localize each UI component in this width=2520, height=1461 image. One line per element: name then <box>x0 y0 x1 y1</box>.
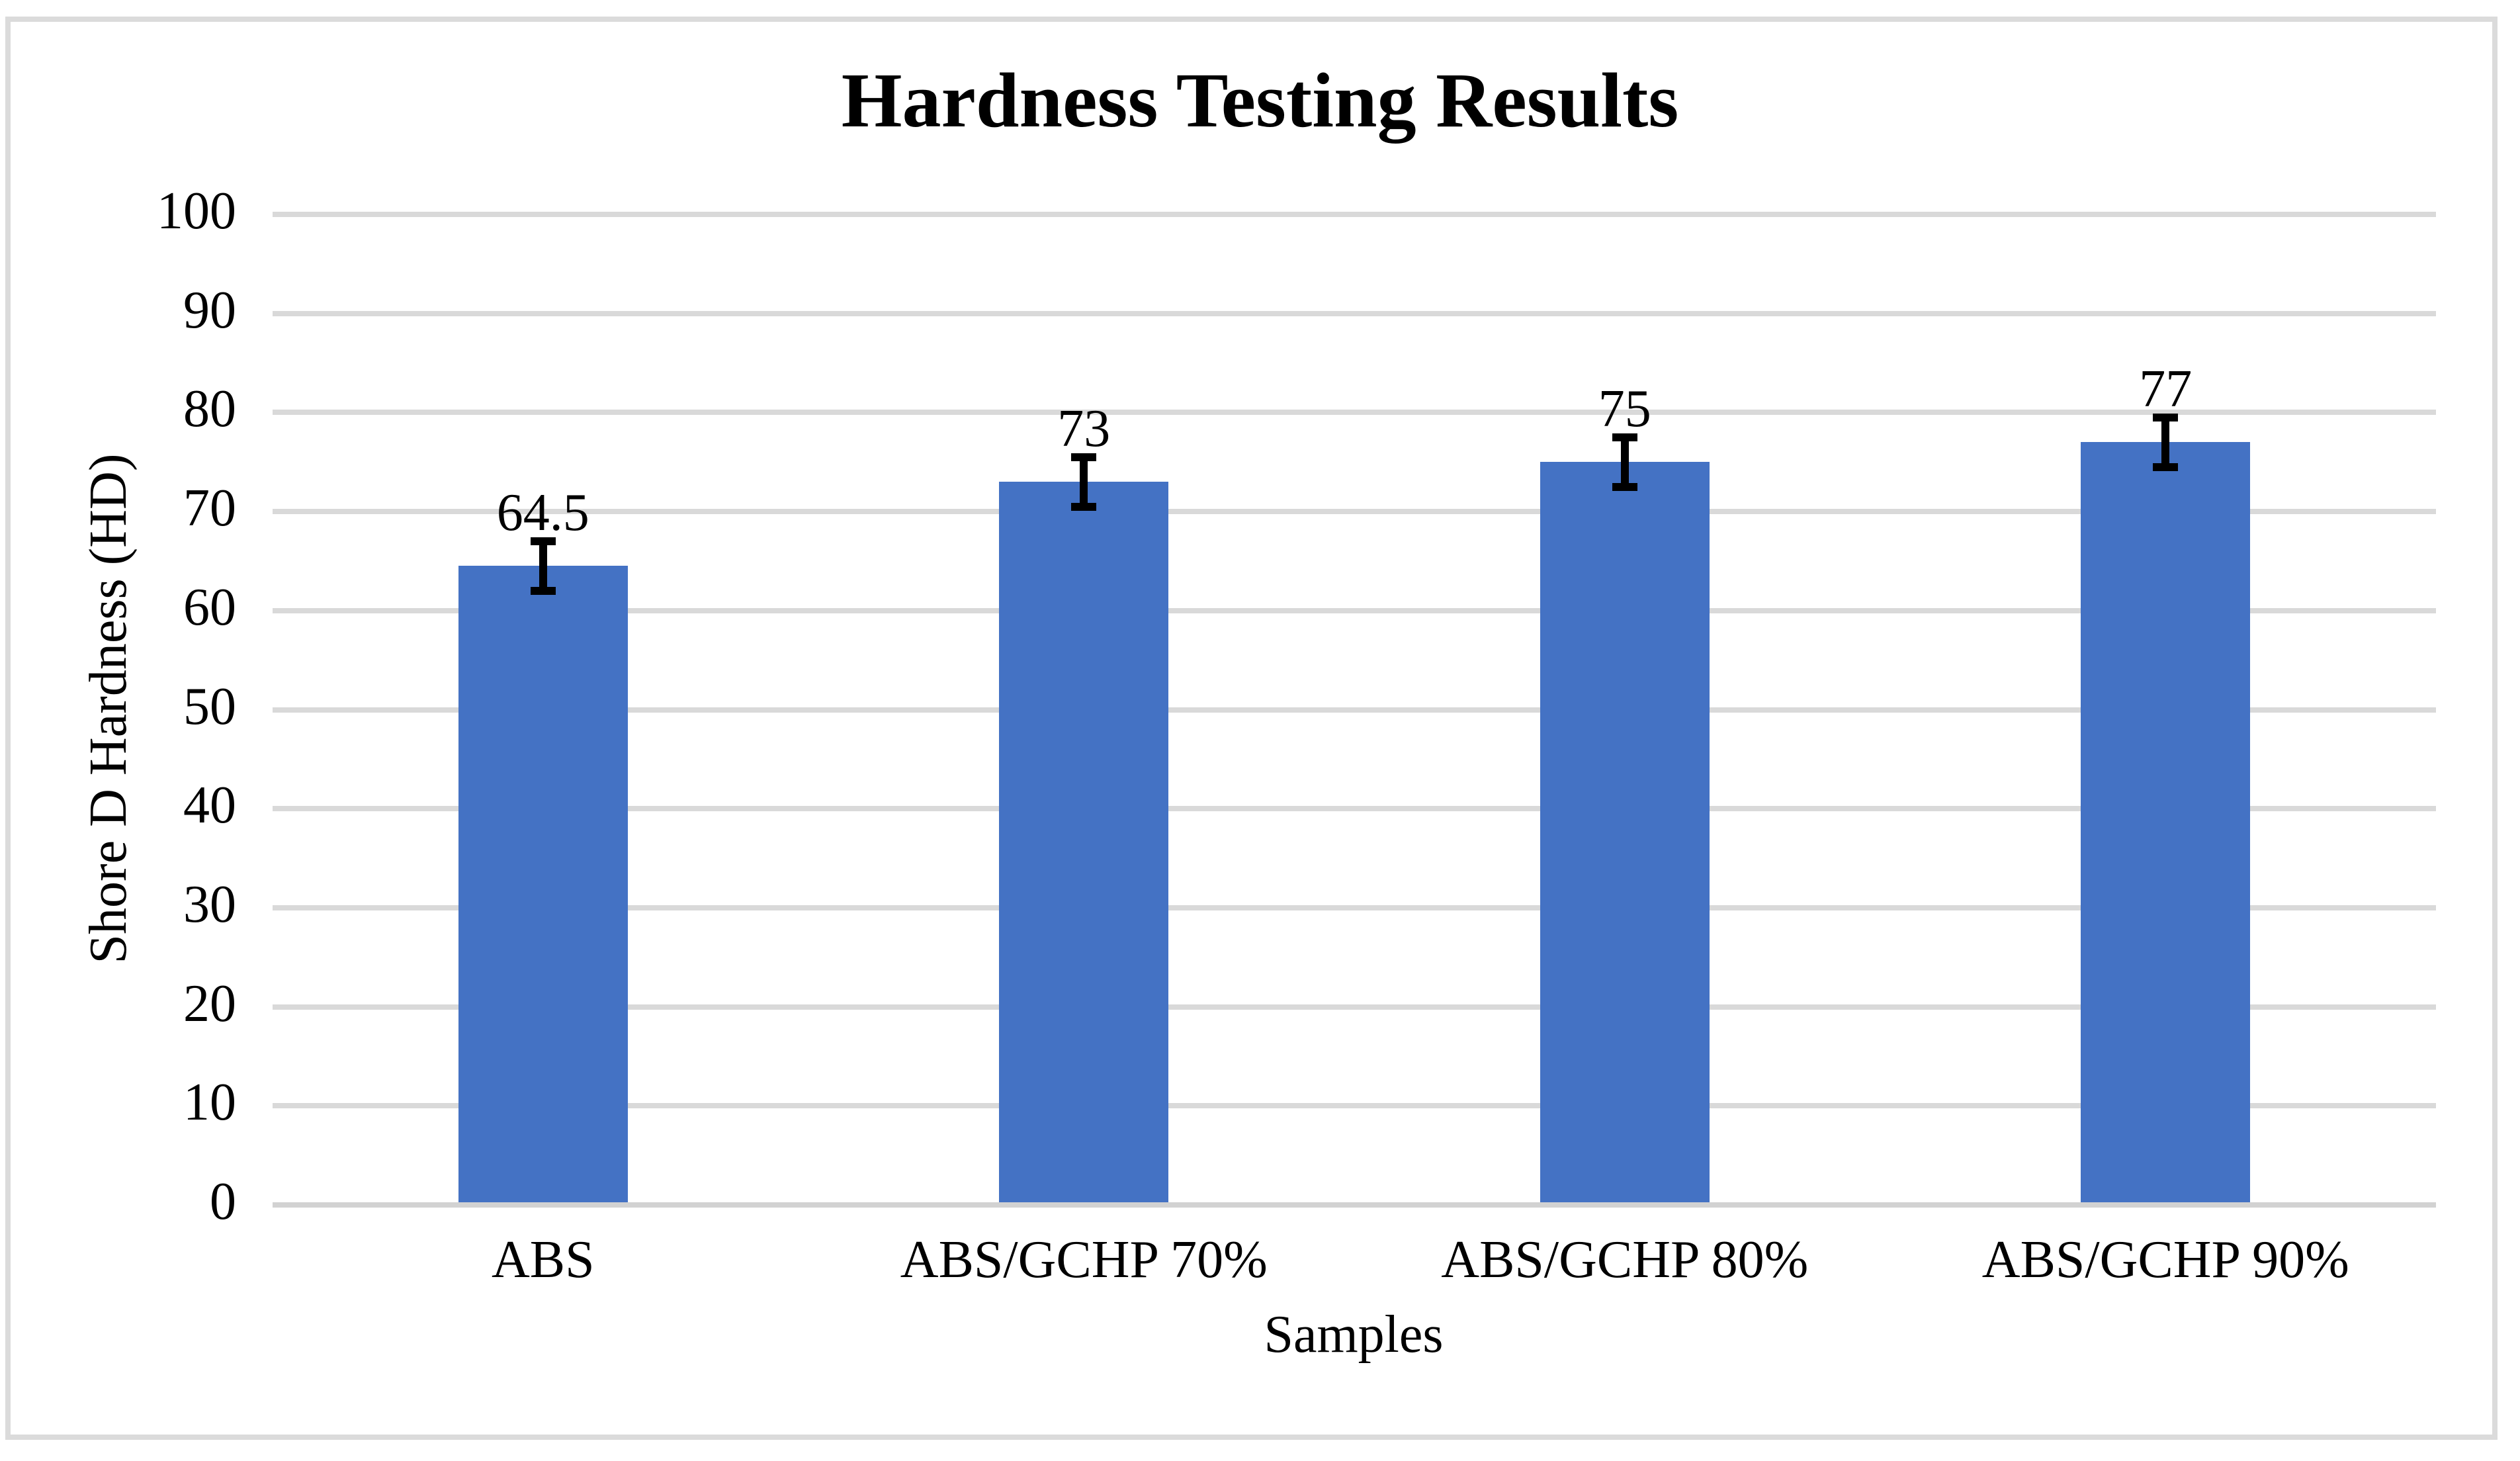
bar <box>2081 442 2251 1205</box>
x-category-label: ABS/GCHP 90% <box>1981 1231 2349 1289</box>
y-tick-label: 10 <box>183 1073 236 1132</box>
y-tick-label: 40 <box>183 776 236 835</box>
gridline <box>273 1004 2436 1010</box>
error-bar-stem <box>1080 453 1088 511</box>
error-bar <box>2153 413 2179 471</box>
error-bar <box>530 537 556 595</box>
y-tick-label: 90 <box>183 281 236 339</box>
x-category-label: ABS/GCHP 70% <box>900 1231 1268 1289</box>
value-label: 77 <box>2139 359 2193 418</box>
y-tick-label: 60 <box>183 578 236 637</box>
gridline <box>273 310 2436 316</box>
value-label: 73 <box>1057 399 1111 458</box>
error-bar-cap-bottom <box>530 586 556 595</box>
error-bar <box>1612 433 1637 491</box>
x-axis-line <box>273 1202 2436 1208</box>
gridline <box>273 607 2436 613</box>
bar <box>999 482 1169 1205</box>
gridline <box>273 410 2436 416</box>
x-category-label: ABS/GCHP 80% <box>1441 1231 1809 1289</box>
gridline <box>273 1103 2436 1109</box>
gridline <box>273 707 2436 713</box>
error-bar-cap-bottom <box>1071 502 1097 511</box>
y-tick-label: 80 <box>183 380 236 439</box>
error-bar <box>1071 453 1097 511</box>
chart-title: Hardness Testing Results <box>841 57 1679 144</box>
error-bar-stem <box>1620 433 1629 491</box>
bar <box>1540 462 1710 1205</box>
value-label: 75 <box>1598 379 1651 438</box>
error-bar-cap-bottom <box>2153 463 2179 471</box>
x-category-label: ABS <box>491 1231 595 1289</box>
y-tick-label: 20 <box>183 974 236 1033</box>
x-axis-title: Samples <box>1264 1306 1444 1364</box>
y-tick-label: 30 <box>183 875 236 934</box>
y-tick-label: 0 <box>210 1173 236 1231</box>
y-tick-label: 50 <box>183 677 236 736</box>
error-bar-cap-bottom <box>1612 482 1637 491</box>
y-tick-label: 70 <box>183 479 236 538</box>
gridline <box>273 509 2436 515</box>
gridline <box>273 905 2436 910</box>
gridline <box>273 212 2436 217</box>
bar <box>458 566 628 1205</box>
error-bar-stem <box>539 537 547 595</box>
value-label: 64.5 <box>496 484 589 542</box>
error-bar-stem <box>2161 413 2170 471</box>
gridline <box>273 806 2436 812</box>
y-tick-label: 100 <box>157 182 236 240</box>
chart-border <box>5 17 2498 1440</box>
